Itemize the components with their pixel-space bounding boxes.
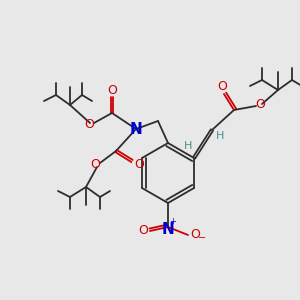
Text: O: O xyxy=(138,224,148,238)
Text: O: O xyxy=(217,80,227,94)
Text: +: + xyxy=(169,217,176,226)
Text: N: N xyxy=(130,122,142,136)
Text: O: O xyxy=(134,158,144,170)
Text: H: H xyxy=(184,141,192,151)
Text: O: O xyxy=(107,83,117,97)
Text: O: O xyxy=(90,158,100,172)
Text: H: H xyxy=(216,131,224,141)
Text: −: − xyxy=(198,233,206,243)
Text: O: O xyxy=(255,98,265,112)
Text: N: N xyxy=(162,221,174,236)
Text: O: O xyxy=(84,118,94,131)
Text: O: O xyxy=(190,229,200,242)
